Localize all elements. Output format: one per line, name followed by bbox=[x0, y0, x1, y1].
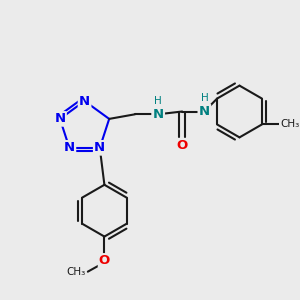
Text: H: H bbox=[154, 96, 162, 106]
Text: N: N bbox=[64, 141, 75, 154]
Text: CH₃: CH₃ bbox=[67, 267, 86, 277]
Text: N: N bbox=[94, 141, 105, 154]
Text: N: N bbox=[54, 112, 65, 125]
Text: N: N bbox=[153, 108, 164, 121]
Text: N: N bbox=[199, 105, 210, 118]
Text: O: O bbox=[177, 139, 188, 152]
Text: O: O bbox=[99, 254, 110, 267]
Text: CH₃: CH₃ bbox=[280, 119, 300, 129]
Text: H: H bbox=[200, 93, 208, 103]
Text: N: N bbox=[79, 94, 90, 107]
